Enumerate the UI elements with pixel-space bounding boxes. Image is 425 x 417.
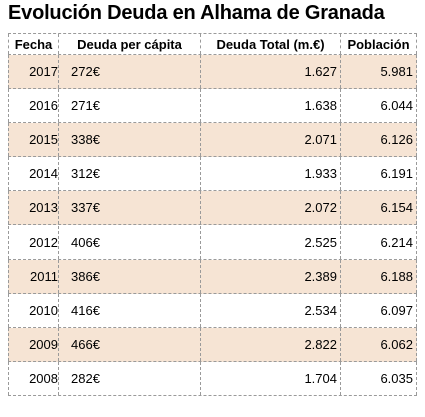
- table-row: 2008 282€ 1.704 6.035: [8, 361, 417, 396]
- table-row: 2017 272€ 1.627 5.981: [8, 55, 417, 90]
- table-cell: 337€: [58, 191, 200, 225]
- table-cell: 6.044: [340, 89, 417, 123]
- table-cell: 1.704: [200, 361, 340, 395]
- table-cell: 312€: [58, 157, 200, 191]
- header-cell: Población: [340, 34, 417, 54]
- table-cell: 1.638: [200, 89, 340, 123]
- table-row: 2013 337€ 2.072 6.154: [8, 191, 417, 226]
- table-cell: 5.981: [340, 55, 417, 89]
- table-cell: 6.214: [340, 225, 417, 259]
- header-cell: Deuda per cápita: [58, 34, 200, 54]
- table-row: 2016 271€ 1.638 6.044: [8, 89, 417, 124]
- table-cell: 2.071: [200, 123, 340, 157]
- header-cell: Fecha: [8, 34, 58, 54]
- table-cell: 6.191: [340, 157, 417, 191]
- table-cell: 2.072: [200, 191, 340, 225]
- table-cell: 2012: [8, 225, 58, 259]
- header-cell: Deuda Total (m.€): [200, 34, 340, 54]
- table-cell: 6.097: [340, 293, 417, 327]
- table-cell: 282€: [58, 361, 200, 395]
- table-cell: 272€: [58, 55, 200, 89]
- table-cell: 416€: [58, 293, 200, 327]
- table-cell: 2015: [8, 123, 58, 157]
- table-row: 2015 338€ 2.071 6.126: [8, 123, 417, 158]
- table-cell: 466€: [58, 327, 200, 361]
- table-cell: 2014: [8, 157, 58, 191]
- table-cell: 2.525: [200, 225, 340, 259]
- table-cell: 6.188: [340, 259, 417, 293]
- table-row: 2012 406€ 2.525 6.214: [8, 225, 417, 260]
- table-cell: 2.389: [200, 259, 340, 293]
- table-cell: 6.035: [340, 361, 417, 395]
- table-row: 2011 386€ 2.389 6.188: [8, 259, 417, 294]
- table-cell: 2017: [8, 55, 58, 89]
- table-cell: 1.627: [200, 55, 340, 89]
- table-cell: 406€: [58, 225, 200, 259]
- table-cell: 6.126: [340, 123, 417, 157]
- header-row: Fecha Deuda per cápita Deuda Total (m.€) Po…: [8, 33, 417, 55]
- table-cell: 2011: [8, 259, 58, 293]
- table-cell: 2.534: [200, 293, 340, 327]
- table-row: 2014 312€ 1.933 6.191: [8, 157, 417, 192]
- table-cell: 2016: [8, 89, 58, 123]
- table-cell: 6.154: [340, 191, 417, 225]
- table-cell: 2009: [8, 327, 58, 361]
- table-cell: 2013: [8, 191, 58, 225]
- table-cell: 338€: [58, 123, 200, 157]
- table-row: 2010 416€ 2.534 6.097: [8, 293, 417, 328]
- table-cell: 6.062: [340, 327, 417, 361]
- title: Evolución Deuda en Alhama de Granada: [8, 2, 385, 24]
- table-cell: 386€: [58, 259, 200, 293]
- table-row: 2009 466€ 2.822 6.062: [8, 327, 417, 362]
- table-cell: 2.822: [200, 327, 340, 361]
- table-cell: 2010: [8, 293, 58, 327]
- table-cell: 2008: [8, 361, 58, 395]
- table-cell: 1.933: [200, 157, 340, 191]
- table-cell: 271€: [58, 89, 200, 123]
